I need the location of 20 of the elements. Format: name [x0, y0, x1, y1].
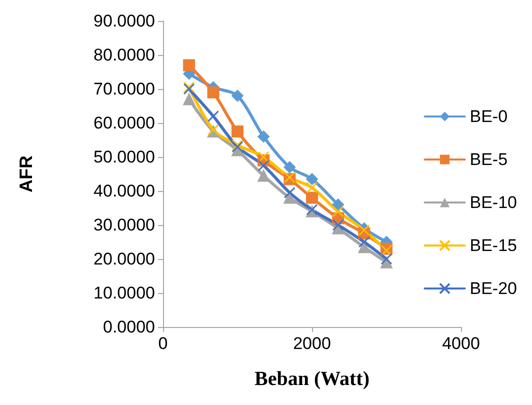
- y-tick-label: 20.0000: [94, 250, 155, 268]
- y-axis-title: AFR: [16, 156, 36, 192]
- x-tick-label: 2000: [293, 334, 331, 353]
- y-tick-label: 10.0000: [94, 284, 155, 302]
- legend-label: BE-20: [470, 279, 517, 298]
- x-tick-label: 0: [158, 334, 168, 353]
- y-tick-label: 80.0000: [94, 46, 155, 64]
- y-tick-label: 50.0000: [94, 148, 155, 166]
- legend-label: BE-15: [470, 236, 517, 255]
- x-axis-title: Beban (Watt): [254, 368, 370, 390]
- x-tick-label: 4000: [442, 334, 480, 353]
- y-tick-label: 70.0000: [94, 80, 155, 98]
- y-tick-label: 40.0000: [94, 182, 155, 200]
- legend-label: BE-0: [470, 107, 508, 126]
- legend-label: BE-10: [470, 193, 517, 212]
- y-tick-label: 90.0000: [94, 12, 155, 30]
- y-tick-label: 60.0000: [94, 114, 155, 132]
- legend-label: BE-5: [470, 150, 508, 169]
- y-tick-label: 0.0000: [103, 318, 155, 336]
- y-tick-label: 30.0000: [94, 216, 155, 234]
